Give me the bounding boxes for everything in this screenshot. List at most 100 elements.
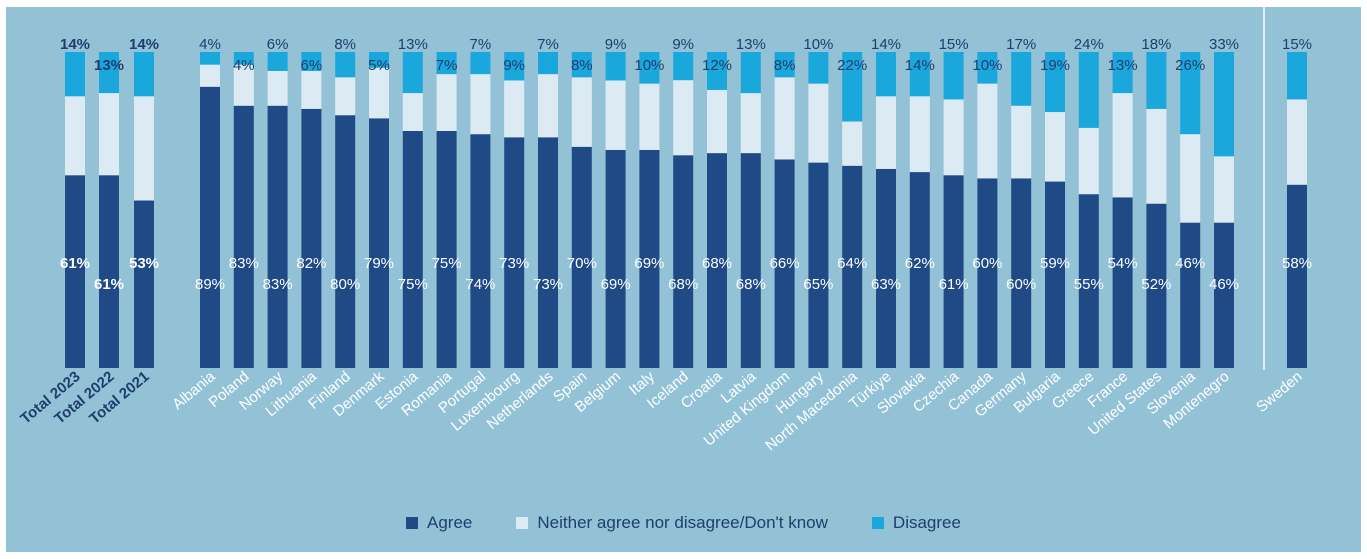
bar-neither-bulgaria	[1045, 112, 1065, 182]
data-label-agree-finland: 80%	[330, 276, 360, 293]
data-label-disagree-turkiye: 14%	[871, 36, 901, 53]
data-label-agree-united-states: 52%	[1141, 276, 1171, 293]
bar-agree-czechia	[943, 175, 964, 368]
bar-neither-slovenia	[1180, 134, 1201, 223]
bar-agree-spain	[571, 146, 592, 368]
bar-agree-romania	[436, 131, 457, 368]
data-label-disagree-total-2021: 14%	[129, 36, 159, 53]
data-label-disagree-france: 13%	[1108, 57, 1138, 74]
bar-disagree-total-2023	[65, 52, 85, 97]
bar-disagree-hungary	[808, 52, 829, 84]
bar-disagree-greece	[1078, 52, 1099, 128]
bar-agree-slovakia	[909, 172, 930, 368]
bar-agree-netherlands	[538, 137, 558, 368]
bar-agree-hungary	[808, 162, 829, 368]
bar-disagree-total-2022	[99, 52, 119, 94]
bar-neither-finland	[335, 77, 356, 116]
bar-neither-albania	[200, 64, 220, 87]
bar-disagree-united-states	[1146, 52, 1167, 109]
bar-agree-sweden	[1287, 184, 1307, 368]
bar-neither-latvia	[740, 93, 761, 154]
data-label-disagree-czechia: 15%	[939, 36, 969, 53]
bar-disagree-montenegro	[1214, 52, 1234, 157]
bar-neither-sweden	[1287, 99, 1307, 185]
bar-disagree-portugal	[470, 52, 491, 75]
bar-disagree-total-2021	[134, 52, 154, 97]
data-label-disagree-north-macedonia: 22%	[837, 57, 867, 74]
data-label-agree-belgium: 69%	[601, 276, 631, 293]
bar-neither-denmark	[369, 67, 389, 119]
bar-agree-italy	[639, 149, 660, 368]
data-label-disagree-united-kingdom: 8%	[774, 57, 796, 74]
bar-neither-united-kingdom	[774, 77, 795, 160]
data-label-agree-united-kingdom: 66%	[770, 255, 800, 272]
bar-disagree-denmark	[369, 52, 389, 68]
bar-disagree-canada	[977, 52, 998, 84]
legend-label-disagree: Disagree	[892, 513, 961, 532]
bar-agree-denmark	[369, 118, 389, 368]
data-label-disagree-montenegro: 33%	[1209, 36, 1239, 53]
bar-disagree-netherlands	[538, 52, 558, 75]
bar-agree-luxembourg	[504, 137, 525, 368]
bar-agree-north-macedonia	[842, 165, 863, 368]
bar-neither-germany	[1011, 105, 1032, 179]
bar-agree-total-2023	[65, 175, 85, 368]
bar-agree-total-2022	[99, 175, 119, 368]
bar-agree-slovenia	[1180, 222, 1201, 368]
bar-neither-romania	[436, 74, 457, 131]
data-label-disagree-bulgaria: 19%	[1040, 57, 1070, 74]
data-label-agree-germany: 60%	[1006, 276, 1036, 293]
bar-neither-total-2023	[65, 96, 85, 176]
bar-agree-montenegro	[1214, 222, 1234, 368]
bar-disagree-luxembourg	[504, 52, 525, 81]
data-label-disagree-portugal: 7%	[470, 36, 492, 53]
bar-disagree-czechia	[943, 52, 964, 100]
data-label-agree-sweden: 58%	[1282, 255, 1312, 272]
data-label-disagree-spain: 8%	[571, 57, 593, 74]
data-label-disagree-estonia: 13%	[398, 36, 428, 53]
bar-disagree-turkiye	[876, 52, 896, 97]
data-label-disagree-slovakia: 14%	[905, 57, 935, 74]
data-label-disagree-canada: 10%	[972, 57, 1002, 74]
data-label-agree-netherlands: 73%	[533, 276, 563, 293]
data-label-agree-norway: 83%	[263, 276, 293, 293]
data-label-agree-total-2023: 61%	[60, 255, 90, 272]
data-label-disagree-poland: 4%	[233, 57, 255, 74]
data-label-disagree-total-2022: 13%	[94, 57, 124, 74]
bar-agree-germany	[1011, 178, 1032, 368]
bar-agree-greece	[1078, 194, 1099, 368]
bar-disagree-romania	[436, 52, 457, 75]
bar-neither-united-states	[1146, 108, 1167, 204]
bar-neither-france	[1112, 93, 1133, 198]
bar-disagree-united-kingdom	[774, 52, 795, 78]
bar-agree-finland	[335, 115, 356, 368]
bar-disagree-germany	[1011, 52, 1032, 106]
data-label-agree-greece: 55%	[1074, 276, 1104, 293]
data-label-disagree-lithuania: 6%	[301, 57, 323, 74]
bar-disagree-france	[1112, 52, 1133, 94]
legend-swatch-neither	[516, 517, 529, 529]
bar-disagree-belgium	[605, 52, 626, 81]
data-label-disagree-greece: 24%	[1074, 36, 1104, 53]
bar-neither-czechia	[943, 99, 964, 176]
bar-neither-belgium	[605, 80, 626, 150]
data-label-disagree-sweden: 15%	[1282, 36, 1312, 53]
legend-label-agree: Agree	[427, 513, 473, 532]
data-label-agree-canada: 60%	[972, 255, 1002, 272]
legend: Agree Neither agree nor disagree/Don't k…	[0, 513, 1367, 533]
bar-disagree-north-macedonia	[842, 52, 863, 122]
data-label-agree-turkiye: 63%	[871, 276, 901, 293]
bar-neither-greece	[1078, 127, 1099, 195]
data-label-agree-hungary: 65%	[803, 276, 833, 293]
bar-neither-total-2021	[134, 96, 154, 201]
data-label-disagree-hungary: 10%	[803, 36, 833, 53]
bar-agree-bulgaria	[1045, 181, 1065, 368]
data-label-agree-albania: 89%	[195, 276, 225, 293]
data-label-disagree-croatia: 12%	[702, 57, 732, 74]
bar-agree-united-states	[1146, 203, 1167, 368]
data-label-disagree-united-states: 18%	[1141, 36, 1171, 53]
bar-disagree-italy	[639, 52, 660, 84]
data-label-agree-spain: 70%	[567, 255, 597, 272]
data-label-disagree-netherlands: 7%	[537, 36, 559, 53]
